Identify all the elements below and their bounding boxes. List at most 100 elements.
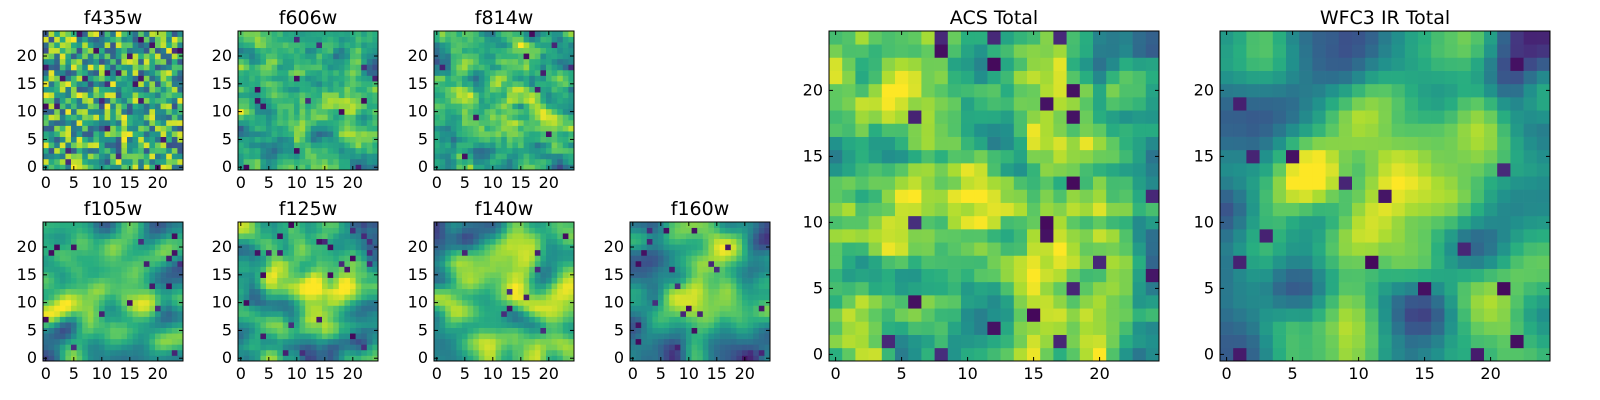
- heatmap-cell: [635, 322, 642, 328]
- heatmap-cell: [305, 260, 312, 267]
- heatmap-cell: [697, 305, 704, 312]
- heatmap-cell: [104, 327, 111, 334]
- heatmap-cell: [551, 131, 558, 137]
- heatmap-cell: [155, 97, 161, 104]
- heatmap-cell: [1145, 215, 1160, 230]
- heatmap-cell: [249, 164, 256, 171]
- heatmap-cell: [48, 108, 55, 115]
- heatmap-cell: [467, 158, 474, 165]
- heatmap-cell: [473, 344, 480, 351]
- heatmap-cell: [1000, 295, 1015, 309]
- heatmap-cell: [316, 305, 323, 312]
- heatmap-cell: [166, 153, 173, 160]
- heatmap-cell: [934, 334, 949, 349]
- heatmap-cell: [243, 131, 250, 137]
- heatmap-cell: [76, 92, 83, 99]
- heatmap-cell: [338, 131, 345, 137]
- heatmap-cell: [87, 316, 94, 323]
- axes-frame: [42, 30, 184, 171]
- heatmap-cell: [551, 108, 558, 115]
- heatmap-cell: [1132, 202, 1147, 217]
- heatmap-cell: [434, 322, 440, 328]
- heatmap-cell: [277, 125, 284, 132]
- heatmap-cell: [478, 147, 485, 154]
- heatmap-cell: [562, 349, 569, 356]
- heatmap-cell: [742, 288, 748, 295]
- heatmap-cell: [641, 344, 648, 351]
- heatmap-cell: [456, 97, 463, 104]
- heatmap-cell: [305, 125, 312, 132]
- heatmap-cell: [546, 103, 552, 110]
- heatmap-cell: [121, 125, 128, 132]
- heatmap-cell: [719, 244, 726, 251]
- heatmap-cell: [277, 294, 284, 301]
- heatmap-cell: [372, 75, 379, 82]
- heatmap-cell: [1066, 242, 1081, 256]
- heatmap-cell: [506, 36, 513, 43]
- heatmap-cell: [1093, 163, 1107, 177]
- heatmap-cell: [54, 42, 61, 49]
- heatmap-cell: [288, 108, 295, 115]
- heatmap-cell: [355, 310, 362, 317]
- heatmap-cell: [322, 125, 328, 132]
- heatmap-cell: [316, 283, 323, 290]
- heatmap-cell: [686, 283, 692, 290]
- heatmap-cell: [82, 288, 89, 295]
- heatmap-cell: [155, 244, 161, 251]
- heatmap-cell: [160, 36, 167, 43]
- heatmap-cell: [344, 255, 351, 262]
- heatmap-cell: [764, 349, 771, 356]
- heatmap-cell: [87, 64, 94, 71]
- heatmap-cell: [350, 305, 356, 312]
- heatmap-cell: [288, 164, 295, 171]
- heatmap-cell: [439, 244, 446, 251]
- panel-title: f814w: [475, 7, 534, 29]
- heatmap-cell: [121, 272, 128, 278]
- heatmap-cell: [149, 114, 156, 121]
- heatmap-cell: [327, 355, 334, 362]
- heatmap-cell: [646, 288, 653, 295]
- heatmap-cell: [322, 227, 328, 234]
- heatmap-cell: [456, 136, 463, 143]
- heatmap-cell: [1119, 189, 1133, 203]
- heatmap-cell: [355, 103, 362, 110]
- heatmap-cell: [366, 114, 373, 121]
- heatmap-cell: [171, 64, 178, 71]
- heatmap-cell: [254, 238, 261, 245]
- heatmap-cell: [93, 125, 100, 132]
- heatmap-cell: [1093, 295, 1107, 309]
- heatmap-cell: [160, 125, 167, 132]
- heatmap-cell: [506, 255, 513, 262]
- heatmap-cell: [518, 86, 524, 93]
- heatmap-cell: [456, 119, 463, 126]
- heatmap-cell: [961, 163, 975, 177]
- heatmap-cell: [691, 333, 698, 340]
- heatmap-cell: [110, 114, 117, 121]
- heatmap-cell: [758, 249, 765, 256]
- heatmap-cell: [450, 277, 457, 284]
- heatmap-cell: [652, 333, 659, 340]
- heatmap-cell: [322, 283, 328, 290]
- heatmap-cell: [355, 36, 362, 43]
- heatmap-cell: [484, 249, 491, 256]
- heatmap-cell: [702, 322, 709, 328]
- heatmap-cell: [316, 164, 323, 171]
- heatmap-cell: [1013, 347, 1028, 362]
- heatmap-cell: [82, 136, 89, 143]
- heatmap-cell: [562, 283, 569, 290]
- heatmap-cell: [344, 355, 351, 362]
- heatmap-cell: [473, 58, 480, 65]
- heatmap-cell: [562, 260, 569, 267]
- heatmap-cell: [680, 327, 687, 334]
- heatmap-cell: [87, 272, 94, 278]
- heatmap-cell: [155, 64, 161, 71]
- heatmap-cell: [562, 69, 569, 76]
- heatmap-cell: [501, 222, 508, 228]
- heatmap-cell: [355, 277, 362, 284]
- heatmap-cell: [338, 69, 345, 76]
- heatmap-cell: [686, 299, 692, 306]
- heatmap-cell: [260, 103, 267, 110]
- heatmap-cell: [294, 147, 300, 154]
- heatmap-cell: [366, 125, 373, 132]
- heatmap-cell: [534, 277, 541, 284]
